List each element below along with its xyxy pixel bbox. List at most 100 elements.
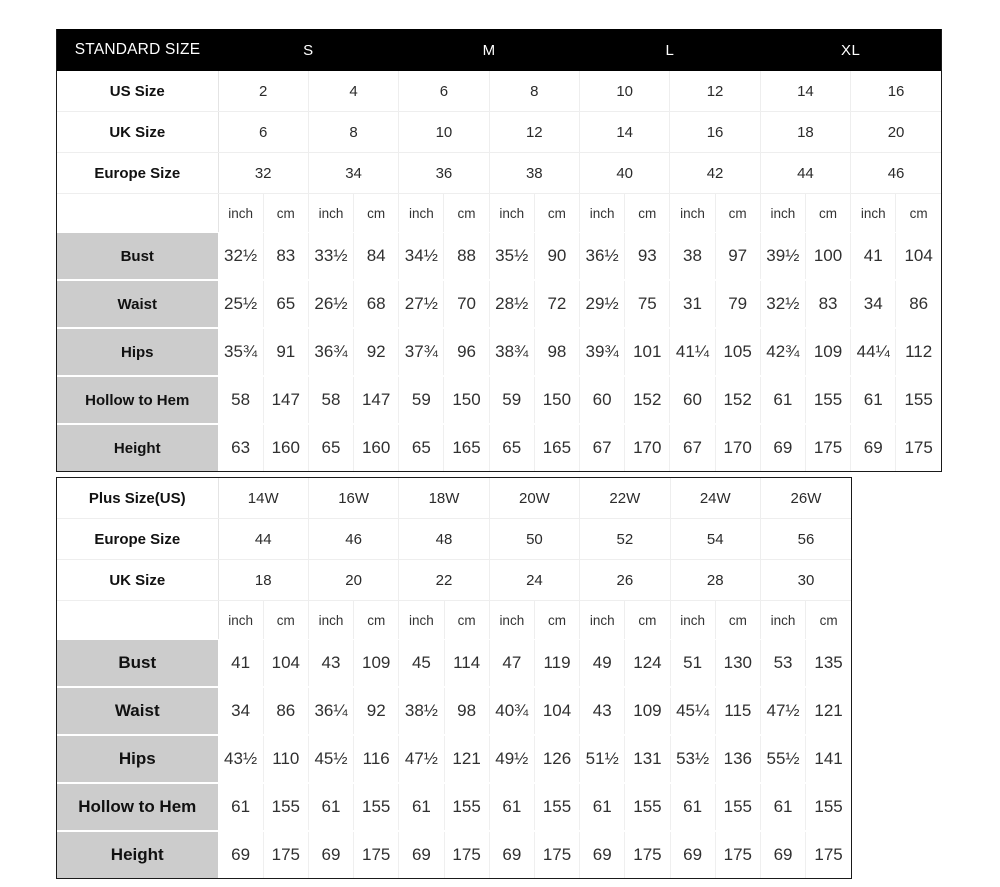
measurement-inch-cell: 32½: [759, 280, 806, 329]
size-value-cell: 26W: [759, 478, 851, 519]
measurement-inch-cell: 36¼: [307, 687, 354, 736]
measurement-cm-cell: 175: [714, 831, 761, 878]
table-row: Plus Size(US) 14W 16W 18W 20W 22W 24W 26W: [57, 478, 851, 519]
row-label: Europe Size: [57, 518, 219, 560]
measurement-inch-cell: 49½: [488, 735, 535, 784]
measurement-inch-cell: 61: [307, 783, 354, 832]
measurement-inch-cell: 37¾: [398, 328, 444, 377]
measurement-cm-cell: 88: [443, 232, 490, 281]
table-row: Bust 41 104 43 109 45 114 47 119 49 124 51 130 53 135: [57, 639, 851, 688]
unit-cm: cm: [533, 193, 580, 233]
size-value-cell: 46: [850, 152, 941, 194]
unit-inch: inch: [850, 193, 896, 233]
measurement-label: Bust: [57, 639, 219, 688]
measurement-cm-cell: 100: [804, 232, 851, 281]
size-value-cell: 26: [579, 559, 671, 601]
measurement-inch-cell: 25½: [217, 280, 264, 329]
measurement-cm-cell: 175: [804, 424, 851, 471]
measurement-label: Waist: [57, 687, 219, 736]
measurement-cm-cell: 98: [533, 328, 580, 377]
size-value-cell: 12: [488, 111, 580, 153]
measurement-inch-cell: 41¼: [669, 328, 716, 377]
measurement-inch-cell: 61: [669, 783, 716, 832]
table-row: Europe Size 32 34 36 38 40 42 44 46: [57, 152, 941, 194]
table-row: Hollow to Hem 58 147 58 147 59 150 59 150 60 152 60…: [57, 376, 941, 425]
unit-inch: inch: [307, 600, 354, 640]
size-value-cell: 32: [217, 152, 309, 194]
size-value-cell: 8: [307, 111, 399, 153]
measurement-inch-cell: 61: [759, 783, 806, 832]
row-label: Plus Size(US): [57, 478, 219, 519]
measurement-inch-cell: 38½: [398, 687, 445, 736]
measurement-cm-cell: 112: [895, 328, 941, 377]
unit-cm: cm: [714, 600, 761, 640]
measurement-inch-cell: 39½: [759, 232, 806, 281]
measurement-cm-cell: 170: [714, 424, 761, 471]
measurement-inch-cell: 51½: [579, 735, 625, 784]
measurement-inch-cell: 43: [579, 687, 625, 736]
size-value-cell: 14: [759, 71, 851, 112]
row-label: Europe Size: [57, 152, 219, 194]
measurement-inch-cell: 41: [217, 639, 264, 688]
table-row: Europe Size 44 46 48 50 52 54 56: [57, 518, 851, 560]
table-row: Hips 35¾ 91 36¾ 92 37¾ 96 38¾ 98 39¾ 101 41¼ 105 42¾ 1…: [57, 328, 941, 377]
measurement-inch-cell: 45: [398, 639, 445, 688]
measurement-inch-cell: 33½: [307, 232, 354, 281]
measurement-inch-cell: 27½: [398, 280, 444, 329]
measurement-cm-cell: 65: [262, 280, 309, 329]
measurement-inch-cell: 43½: [217, 735, 264, 784]
unit-inch: inch: [398, 193, 444, 233]
unit-cm: cm: [895, 193, 941, 233]
measurement-inch-cell: 29½: [578, 280, 625, 329]
measurement-inch-cell: 40¾: [488, 687, 535, 736]
measurement-cm-cell: 155: [443, 783, 490, 832]
measurement-inch-cell: 38: [669, 232, 716, 281]
measurement-inch-cell: 41: [850, 232, 896, 281]
table-row: US Size 2 4 6 8 10 12 14 16: [57, 71, 941, 112]
unit-inch: inch: [488, 600, 535, 640]
measurement-cm-cell: 79: [714, 280, 761, 329]
measurement-cm-cell: 83: [262, 232, 309, 281]
size-value-cell: 14W: [217, 478, 309, 519]
measurement-cm-cell: 98: [443, 687, 490, 736]
size-value-cell: 6: [217, 111, 309, 153]
row-label: UK Size: [57, 559, 219, 601]
measurement-inch-cell: 28½: [488, 280, 535, 329]
unit-cm: cm: [262, 193, 309, 233]
size-value-cell: 36: [398, 152, 490, 194]
measurement-cm-cell: 92: [353, 687, 399, 736]
table-header-band: STANDARD SIZE S M L XL: [57, 29, 941, 71]
measurement-cm-cell: 72: [533, 280, 580, 329]
table-row: UK Size 6 8 10 12 14 16 18 20: [57, 111, 941, 153]
measurement-cm-cell: 121: [805, 687, 851, 736]
measurement-label: Height: [57, 831, 219, 878]
measurement-cm-cell: 86: [262, 687, 309, 736]
measurement-label: Hips: [57, 735, 219, 784]
measurement-cm-cell: 84: [353, 232, 399, 281]
unit-row-label: [57, 193, 219, 233]
measurement-inch-cell: 53½: [669, 735, 716, 784]
size-group-xl: XL: [760, 29, 941, 71]
measurement-inch-cell: 36½: [578, 232, 625, 281]
size-value-cell: 16: [669, 111, 761, 153]
size-value-cell: 56: [759, 518, 851, 560]
measurement-cm-cell: 135: [805, 639, 851, 688]
size-value-cell: 54: [669, 518, 761, 560]
measurement-cm-cell: 90: [533, 232, 580, 281]
unit-cm: cm: [624, 193, 670, 233]
measurement-cm-cell: 96: [443, 328, 490, 377]
measurement-cm-cell: 155: [804, 376, 851, 425]
measurement-inch-cell: 45½: [307, 735, 354, 784]
measurement-cm-cell: 104: [533, 687, 580, 736]
measurement-inch-cell: 55½: [759, 735, 806, 784]
unit-row-label: [57, 600, 219, 640]
measurement-label: Bust: [57, 232, 219, 281]
measurement-inch-cell: 42¾: [759, 328, 806, 377]
measurement-inch-cell: 26½: [307, 280, 354, 329]
measurement-inch-cell: 31: [669, 280, 716, 329]
measurement-inch-cell: 58: [307, 376, 354, 425]
size-value-cell: 46: [307, 518, 399, 560]
table-title: STANDARD SIZE: [57, 29, 218, 71]
measurement-inch-cell: 61: [850, 376, 896, 425]
size-value-cell: 40: [578, 152, 670, 194]
